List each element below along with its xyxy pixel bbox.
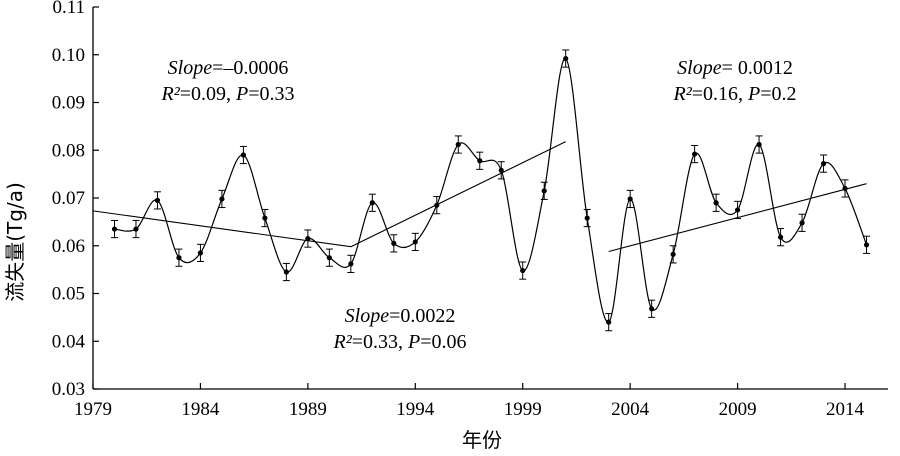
data-point-1988 <box>283 269 289 275</box>
annotation-1-p-label: P <box>235 83 248 105</box>
plot-area <box>92 49 871 332</box>
annotation-1-line-1: Slope=–0.0006 <box>168 57 289 79</box>
annotation-3-p-value: =0.2 <box>760 83 796 105</box>
data-point-1999 <box>520 267 526 274</box>
y-tick-label-1: 0.04 <box>52 331 86 352</box>
x-tick-label-5: 2004 <box>611 399 650 420</box>
annotation-3-slope-value: = 0.0012 <box>722 57 793 79</box>
annotation-1-slope-label: Slope <box>168 57 213 79</box>
data-point-2008 <box>713 200 719 206</box>
annotation-2-p-value: =0.06 <box>420 331 466 353</box>
data-point-2006 <box>670 251 676 257</box>
x-tick-label-6: 2009 <box>719 399 757 420</box>
y-tick-label-2: 0.05 <box>52 284 85 305</box>
x-tick-label-4: 1999 <box>504 399 542 420</box>
data-point-2001 <box>563 55 569 62</box>
x-tick-label-1: 1984 <box>181 399 220 420</box>
data-point-1995 <box>434 202 440 208</box>
data-point-1986 <box>240 152 247 158</box>
y-tick-label-3: 0.06 <box>52 236 85 257</box>
data-point-1984 <box>197 250 204 256</box>
annotation-3-r2-value: =0.16, <box>692 83 748 105</box>
data-point-1994 <box>412 239 418 245</box>
annotation-1-r2-value: =0.09, <box>180 83 236 105</box>
x-tick-label-7: 2014 <box>826 399 865 420</box>
data-point-1992 <box>369 200 375 206</box>
data-point-2009 <box>734 207 741 213</box>
annotation-2-slope-value: =0.0022 <box>389 305 455 327</box>
annotation-3-p-label: P <box>747 83 760 105</box>
data-point-2011 <box>777 234 784 240</box>
data-point-2005 <box>649 306 655 312</box>
data-point-2012 <box>799 220 805 226</box>
data-point-2002 <box>584 215 590 221</box>
trendline-2 <box>350 141 566 248</box>
data-point-1993 <box>391 240 397 246</box>
data-point-1981 <box>133 226 139 232</box>
trendline-1 <box>92 210 351 248</box>
annotation-1-r2-label: R² <box>161 83 181 105</box>
data-point-2015 <box>863 242 870 248</box>
x-tick-label-3: 1994 <box>396 399 435 420</box>
y-tick-label-7: 0.10 <box>52 45 85 66</box>
data-point-2003 <box>606 319 612 325</box>
annotation-3-r2-label: R² <box>673 83 693 105</box>
data-point-2014 <box>842 185 848 192</box>
annotation-2-line-2: R²=0.33, P=0.06 <box>333 331 467 353</box>
x-axis-title: 年份 <box>462 428 502 452</box>
data-point-1989 <box>305 235 311 242</box>
axes: 1979 1984 1989 1994 1999 2004 2009 2014 0.03 0.04… <box>52 0 888 420</box>
data-point-1991 <box>348 261 354 267</box>
data-point-1996 <box>455 141 461 148</box>
data-point-2013 <box>820 161 827 167</box>
data-point-1998 <box>498 167 504 173</box>
annotation-2-r2-label: R² <box>333 331 353 353</box>
annotation-2-slope-label: Slope <box>345 305 390 327</box>
data-point-2004 <box>627 196 633 202</box>
data-point-1997 <box>477 158 483 164</box>
data-point-1980 <box>111 226 118 232</box>
annotation-2-line-1: Slope=0.0022 <box>345 305 456 327</box>
annotation-2-p-label: P <box>407 331 420 353</box>
annotation-1-p-value: =0.33 <box>248 83 294 105</box>
data-point-1990 <box>326 255 332 261</box>
data-point-1982 <box>154 197 161 203</box>
y-tick-label-8: 0.11 <box>52 0 85 18</box>
x-tick-label-0: 1979 <box>74 399 112 420</box>
annotation-2-r2-value: =0.33, <box>352 331 408 353</box>
y-tick-label-0: 0.03 <box>52 379 85 400</box>
data-point-2000 <box>541 188 547 194</box>
annotation-3-line-1: Slope= 0.0012 <box>677 57 793 79</box>
y-tick-label-6: 0.09 <box>52 93 85 114</box>
y-tick-label-5: 0.08 <box>52 140 85 161</box>
y-axis-title: 流失量(Tg/a) <box>3 182 27 302</box>
data-point-1985 <box>219 196 225 202</box>
x-tick-label-2: 1989 <box>289 399 327 420</box>
annotation-3-slope-label: Slope <box>677 57 722 79</box>
data-point-2010 <box>756 141 762 148</box>
data-point-1987 <box>262 215 268 221</box>
annotation-1-line-2: R²=0.09, P=0.33 <box>161 83 295 105</box>
data-point-1983 <box>176 255 182 261</box>
y-tick-label-4: 0.07 <box>52 188 85 209</box>
annotation-1-slope-value: =–0.0006 <box>212 57 288 79</box>
data-point-2007 <box>692 151 698 157</box>
annotation-3-line-2: R²=0.16, P=0.2 <box>673 83 797 105</box>
